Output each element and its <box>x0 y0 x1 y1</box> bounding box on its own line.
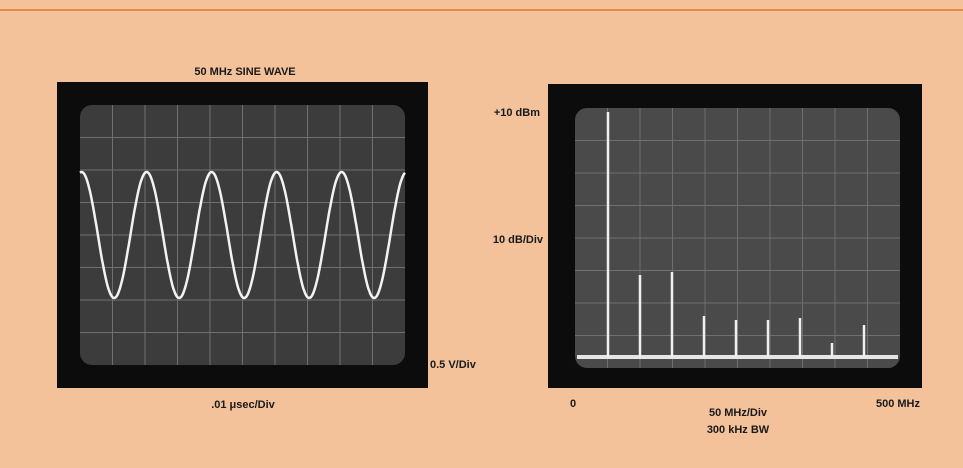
x-end-label: 500 MHz <box>876 398 921 410</box>
bandwidth-label: 300 kHz BW <box>707 424 770 436</box>
y-scale-label: 10 dB/Div <box>493 234 544 246</box>
x-start-label: 0 <box>570 398 576 410</box>
scope-title: 50 MHz SINE WAVE <box>194 66 295 78</box>
top-level-label: +10 dBm <box>494 107 540 119</box>
spectrum <box>577 112 898 359</box>
x-scale-label: .01 μsec/Div <box>211 399 275 411</box>
grid <box>80 105 405 365</box>
y-scale-label: 0.5 V/Div <box>430 359 477 371</box>
sine-trace <box>79 170 406 300</box>
x-scale-label: 50 MHz/Div <box>709 407 768 419</box>
